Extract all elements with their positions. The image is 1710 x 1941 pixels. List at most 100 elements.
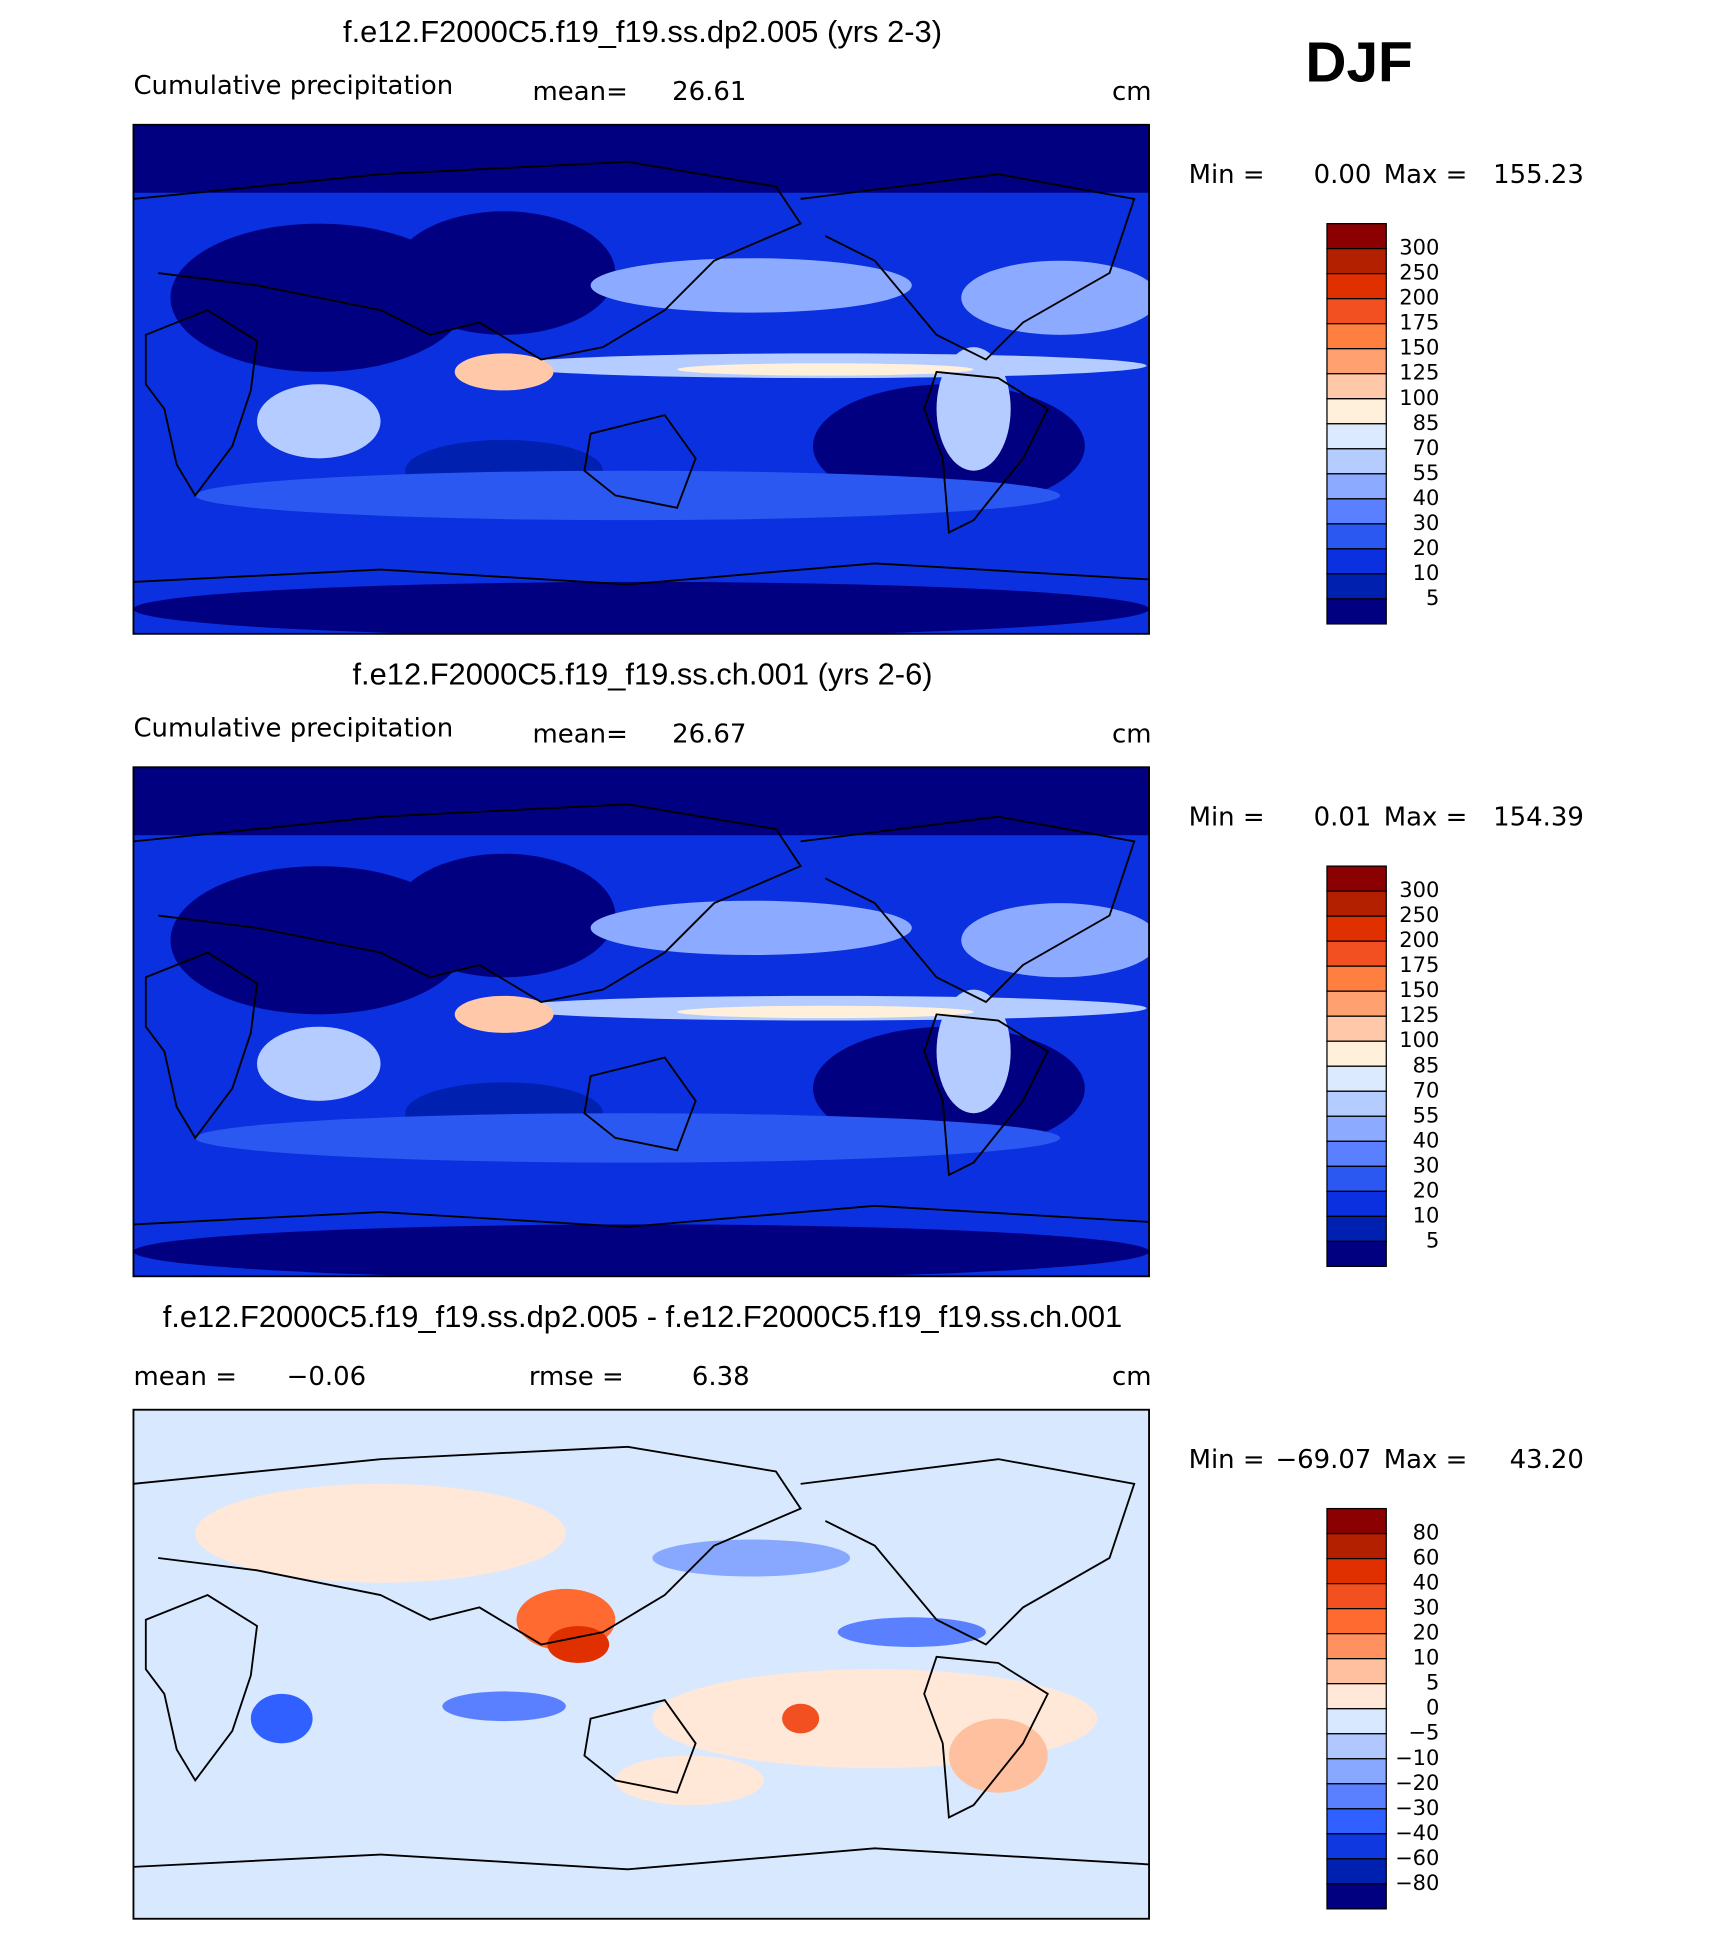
coastline: [583, 414, 697, 509]
map-field: [936, 347, 1011, 471]
coastline: [144, 309, 259, 498]
colorbar-box: [1326, 1833, 1387, 1860]
coastline: [923, 1655, 1049, 1819]
map-field: [961, 903, 1150, 978]
map: [133, 1409, 1150, 1919]
colorbar-label: −60: [1395, 1846, 1439, 1870]
colorbar-label: 200: [1399, 928, 1439, 952]
colorbar-box: [1326, 1608, 1387, 1635]
map-field: [195, 1483, 566, 1583]
colorbar-label: 175: [1399, 953, 1439, 977]
map-field: [195, 470, 1061, 521]
colorbar-label: 30: [1413, 511, 1440, 535]
colorbar-box: [1326, 223, 1387, 250]
colorbar-label: 55: [1413, 461, 1440, 485]
coastline: [800, 173, 1136, 361]
colorbar-label: 40: [1413, 486, 1440, 510]
colorbar-box: [1326, 448, 1387, 475]
colorbar-label: 0: [1426, 1696, 1439, 1720]
stat-label: rmse =: [529, 1362, 624, 1392]
colorbar-box: [1326, 1808, 1387, 1835]
min-label: Min =: [1189, 1445, 1265, 1475]
min-value: 0.00: [1314, 160, 1372, 190]
map-field: [250, 1693, 313, 1744]
max-label: Max =: [1384, 160, 1468, 190]
colorbar-box: [1326, 1733, 1387, 1760]
colorbar-box: [1326, 398, 1387, 425]
colorbar-box: [1326, 573, 1387, 600]
map-field: [590, 900, 912, 956]
map-field: [837, 1617, 986, 1647]
colorbar-box: [1326, 498, 1387, 525]
stat-value: −0.06: [287, 1362, 366, 1392]
stat-label: mean =: [133, 1362, 237, 1392]
colorbar-label: −20: [1395, 1771, 1439, 1795]
colorbar-box: [1326, 1507, 1387, 1535]
colorbar-box: [1326, 1240, 1387, 1268]
colorbar-box: [1326, 348, 1387, 375]
map-field: [936, 989, 1011, 1114]
colorbar-box: [1326, 1708, 1387, 1735]
colorbar-label: 85: [1413, 1053, 1440, 1077]
colorbar-label: 125: [1399, 1003, 1439, 1027]
map-field: [454, 353, 554, 391]
colorbar-box: [1326, 548, 1387, 575]
colorbar-box: [1326, 1557, 1387, 1585]
coastline: [144, 951, 259, 1140]
colorbar-label: −10: [1395, 1746, 1439, 1770]
colorbar-box: [1326, 323, 1387, 350]
colorbar-label: 60: [1413, 1546, 1440, 1570]
colorbar-label: 20: [1413, 1178, 1440, 1202]
units: cm: [1112, 77, 1152, 107]
colorbar-box: [1326, 473, 1387, 500]
panel-label: Cumulative precipitation: [133, 713, 453, 743]
colorbar-label: 150: [1399, 978, 1439, 1002]
map-field: [442, 1691, 566, 1722]
colorbar-label: 300: [1399, 878, 1439, 902]
colorbar-box: [1326, 1583, 1387, 1610]
season: DJF: [1305, 32, 1412, 95]
map-field: [782, 1703, 820, 1734]
colorbar-box: [1326, 1115, 1387, 1142]
colorbar-box: [1326, 1140, 1387, 1167]
map-field: [392, 211, 616, 335]
map-field: [454, 995, 554, 1033]
colorbar-box: [1326, 373, 1387, 400]
colorbar-label: −30: [1395, 1796, 1439, 1820]
colorbar-label: 70: [1413, 1078, 1440, 1102]
map-field: [133, 1224, 1149, 1277]
colorbar-box: [1326, 523, 1387, 550]
map-field: [257, 384, 381, 459]
min-value: 0.01: [1314, 802, 1372, 832]
colorbar-label: 5: [1426, 1671, 1439, 1695]
colorbar-box: [1326, 298, 1387, 325]
colorbar-label: 10: [1413, 561, 1440, 585]
colorbar-label: −40: [1395, 1821, 1439, 1845]
colorbar-label: −80: [1395, 1871, 1439, 1895]
min-value: −69.07: [1275, 1445, 1371, 1475]
map-field: [590, 258, 912, 313]
max-value: 43.20: [1510, 1445, 1584, 1475]
colorbar-label: 200: [1399, 286, 1439, 310]
units: cm: [1112, 1362, 1152, 1392]
min-label: Min =: [1189, 160, 1265, 190]
coastline: [133, 1445, 803, 1646]
colorbar-label: 300: [1399, 236, 1439, 260]
colorbar-label: 70: [1413, 436, 1440, 460]
map-field: [133, 124, 1150, 193]
coastline: [583, 1056, 697, 1152]
colorbar-label: 30: [1413, 1596, 1440, 1620]
map-field: [677, 1005, 974, 1019]
map-field: [677, 363, 974, 376]
map-field: [615, 1755, 764, 1806]
colorbar-box: [1326, 598, 1387, 625]
map-field: [961, 260, 1150, 335]
coastline: [583, 1699, 697, 1794]
colorbar-label: 175: [1399, 311, 1439, 335]
colorbar-label: 40: [1413, 1571, 1440, 1595]
map-field: [392, 853, 616, 978]
colorbar-label: 100: [1399, 386, 1439, 410]
colorbar-box: [1326, 1658, 1387, 1685]
colorbar-label: 10: [1413, 1203, 1440, 1227]
colorbar-label: 80: [1413, 1521, 1440, 1545]
